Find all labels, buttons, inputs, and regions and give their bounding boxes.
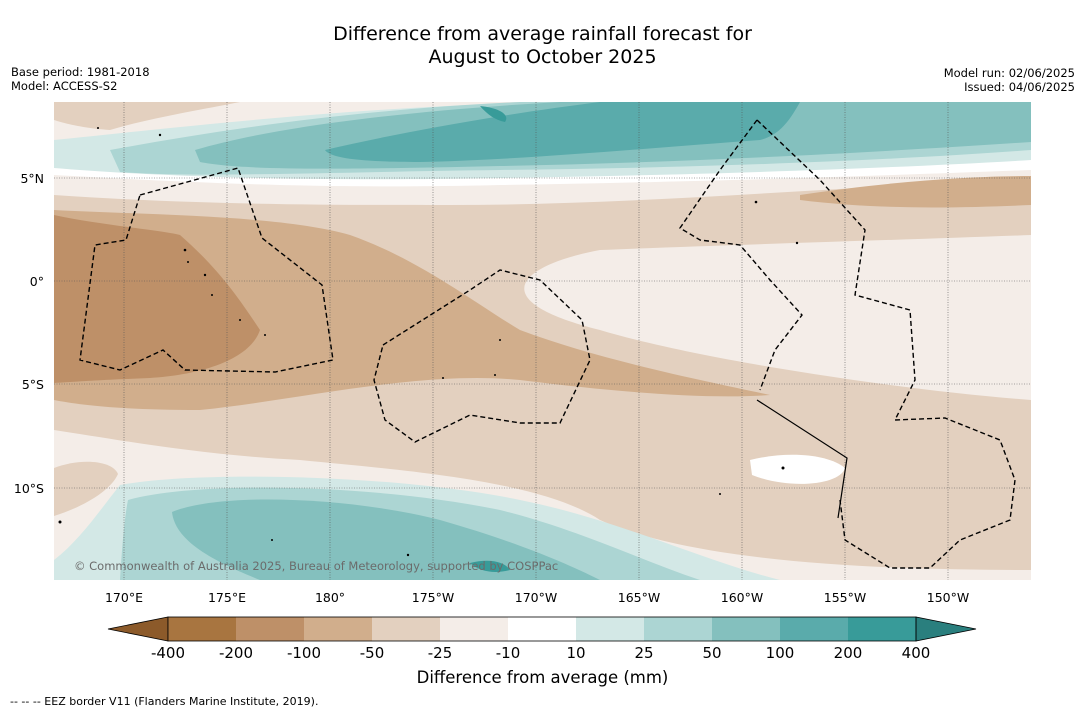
copyright-text: © Commonwealth of Australia 2025, Bureau… [74, 559, 559, 573]
colorbar-tick-label: 50 [702, 644, 722, 662]
eez-border-northeast [679, 119, 803, 391]
colorbar-segment [304, 617, 372, 641]
eez-footnote: -- -- -- EEZ border V11 (Flanders Marine… [10, 695, 319, 708]
eez-border-west [79, 167, 334, 373]
lon-label-165w: 165°W [617, 590, 661, 605]
boundary-solid-line [756, 399, 848, 519]
lat-label-5s: 5°S [21, 377, 44, 392]
colorbar-extend-low [107, 616, 169, 642]
map-title-line2: August to October 2025 [428, 46, 657, 68]
colorbar-outline [167, 616, 917, 642]
issued-text: Issued: 04/06/2025 [964, 80, 1075, 94]
south-band-100 [172, 499, 600, 580]
lat-label-0: 0° [29, 274, 44, 289]
lon-label-155w: 155°W [823, 590, 867, 605]
colorbar-segment [372, 617, 440, 641]
colorbar-tick-label: 200 [833, 644, 863, 662]
lon-label-175e: 175°E [207, 590, 246, 605]
colorbar-segment [780, 617, 848, 641]
lon-label-170e: 170°E [104, 590, 143, 605]
east-dry-100 [800, 176, 1031, 208]
lon-label-170w: 170°W [514, 590, 558, 605]
eez-border-east [756, 119, 1016, 569]
small-neutral-pocket [750, 454, 845, 484]
colorbar-tick-label: 25 [634, 644, 654, 662]
east-neutral-pocket [560, 260, 1031, 330]
colorbar [107, 616, 977, 642]
colorbar-tick-label: -10 [495, 644, 521, 662]
central-dry-100 [54, 210, 770, 410]
colorbar-segment [440, 617, 508, 641]
colorbar-segment [236, 617, 304, 641]
nw-dry-corner [54, 102, 240, 130]
colorbar-tick-label: 100 [765, 644, 795, 662]
colorbar-tick-label: -25 [427, 644, 453, 662]
colorbar-tick-label: 10 [566, 644, 586, 662]
colorbar-segment [712, 617, 780, 641]
lon-label-150w: 150°W [926, 590, 970, 605]
lat-label-5n: 5°N [20, 171, 44, 186]
colorbar-segment [576, 617, 644, 641]
lon-label-180: 180° [314, 590, 346, 605]
lon-label-175w: 175°W [411, 590, 455, 605]
north-band-400 [480, 106, 507, 122]
colorbar-extend-high [915, 616, 977, 642]
meta-left: Base period: 1981-2018 Model: ACCESS-S2 [11, 65, 150, 93]
model-run-text: Model run: 02/06/2025 [943, 66, 1075, 80]
sw-dry-patch [54, 461, 118, 516]
central-dry-200 [54, 215, 260, 383]
eez-borders [79, 119, 1016, 569]
islands [58, 127, 799, 557]
colorbar-tick-label: -50 [359, 644, 385, 662]
map-title-line1: Difference from average rainfall forecas… [333, 23, 752, 45]
colorbar-tick-label: -400 [150, 644, 186, 662]
map-gridlines [54, 102, 1031, 580]
eez-border-central [373, 269, 591, 443]
lat-label-10s: 10°S [13, 481, 44, 496]
colorbar-segment [168, 617, 236, 641]
colorbar-tick-label: 400 [901, 644, 931, 662]
colorbar-label: Difference from average (mm) [416, 668, 669, 687]
colorbar-segment [644, 617, 712, 641]
model-text: Model: ACCESS-S2 [11, 79, 118, 93]
colorbar-tick-label: -200 [218, 644, 254, 662]
south-band-400 [470, 560, 510, 572]
colorbar-tick-label: -100 [286, 644, 322, 662]
colorbar-segment [508, 617, 576, 641]
map-fill-layer [54, 102, 1031, 580]
colorbar-segment [848, 617, 916, 641]
north-band-200 [325, 102, 800, 162]
base-period-text: Base period: 1981-2018 [11, 65, 150, 79]
lon-label-160w: 160°W [720, 590, 764, 605]
meta-right: Model run: 02/06/2025 Issued: 04/06/2025 [944, 66, 1075, 94]
